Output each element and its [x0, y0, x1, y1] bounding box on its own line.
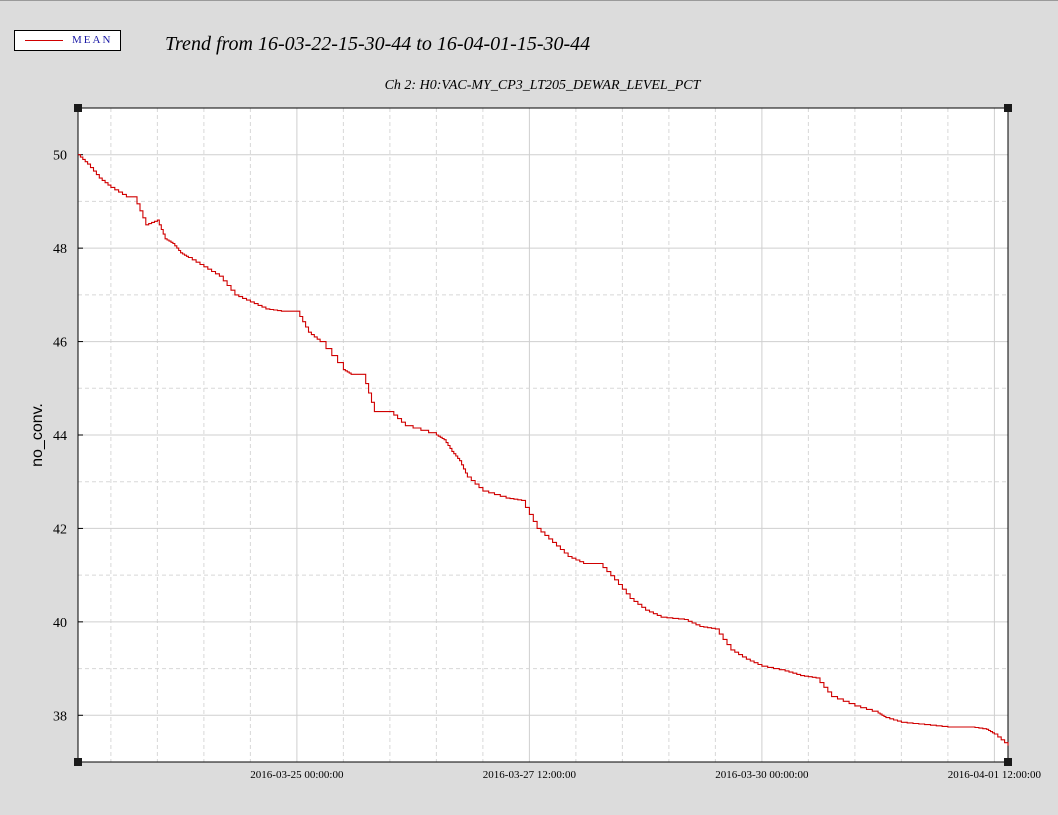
y-tick-label: 46	[53, 336, 67, 351]
corner-marker	[74, 758, 82, 766]
legend: MEAN	[14, 30, 121, 51]
y-tick-label: 50	[53, 149, 67, 164]
chart-subtitle: Ch 2: H0:VAC-MY_CP3_LT205_DEWAR_LEVEL_PC…	[384, 78, 701, 93]
chart-title: Trend from 16-03-22-15-30-44 to 16-04-01…	[165, 33, 591, 55]
window-top-border	[0, 0, 1058, 1]
legend-label-mean: MEAN	[72, 34, 113, 46]
y-tick-label: 38	[53, 709, 67, 724]
y-tick-label: 42	[53, 522, 67, 537]
y-tick-label: 44	[53, 429, 67, 444]
series-line-mean	[78, 154, 1009, 746]
corner-marker	[1004, 104, 1012, 112]
x-tick-label: 2016-04-01 12:00:00	[948, 769, 1042, 781]
x-tick-label: 2016-03-25 00:00:00	[250, 769, 344, 781]
corner-marker	[1004, 758, 1012, 766]
y-tick-label: 48	[53, 242, 67, 257]
corner-marker	[74, 104, 82, 112]
x-tick-label: 2016-03-27 12:00:00	[483, 769, 577, 781]
x-tick-label: 2016-03-30 00:00:00	[715, 769, 809, 781]
y-tick-label: 40	[53, 616, 67, 631]
legend-swatch-mean	[25, 40, 63, 41]
